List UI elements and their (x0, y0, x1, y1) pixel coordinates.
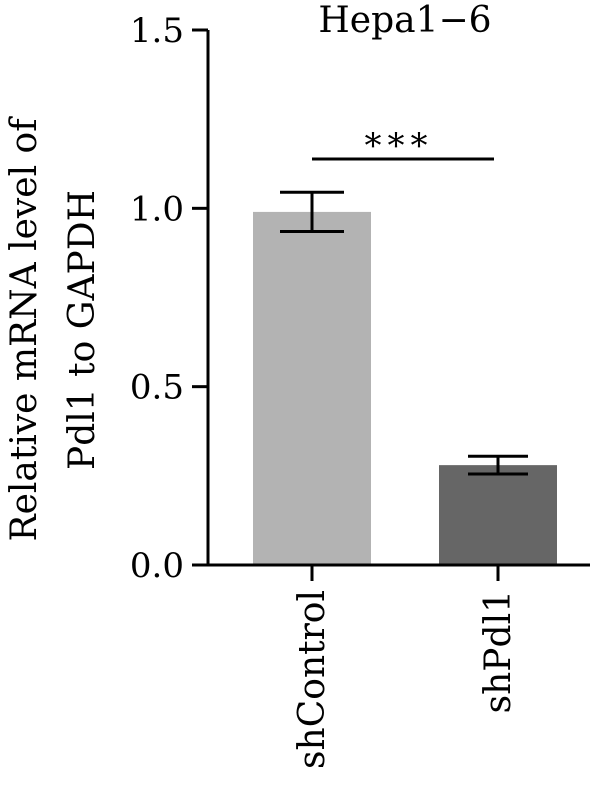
bar-shControl (253, 211, 371, 565)
x-tick-label-shPdl1: shPdl1 (478, 590, 519, 713)
chart-title: Hepa1−6 (318, 0, 491, 41)
bars-group (253, 211, 557, 565)
y-tick-label: 1.5 (130, 11, 184, 51)
y-axis-label-line-1: Relative mRNA level of (4, 116, 45, 542)
y-tick-label: 0.0 (130, 546, 184, 586)
y-axis-label-line-2: Pdl1 to GAPDH (62, 190, 103, 470)
error-bars-group (280, 190, 528, 476)
x-tick-label-shControl: shControl (292, 590, 333, 769)
significance-annotation: *** (312, 126, 494, 166)
x-ticks-group: shControl shPdl1 (292, 565, 519, 769)
y-tick-label: 0.5 (130, 368, 184, 408)
significance-label: *** (365, 126, 434, 166)
bar-shPdl1 (439, 465, 557, 565)
y-tick-label: 1.0 (130, 189, 184, 229)
y-ticks-group: 0.0 0.5 1.0 1.5 (130, 11, 208, 586)
y-axis-label: Relative mRNA level of Pdl1 to GAPDH (4, 116, 103, 542)
